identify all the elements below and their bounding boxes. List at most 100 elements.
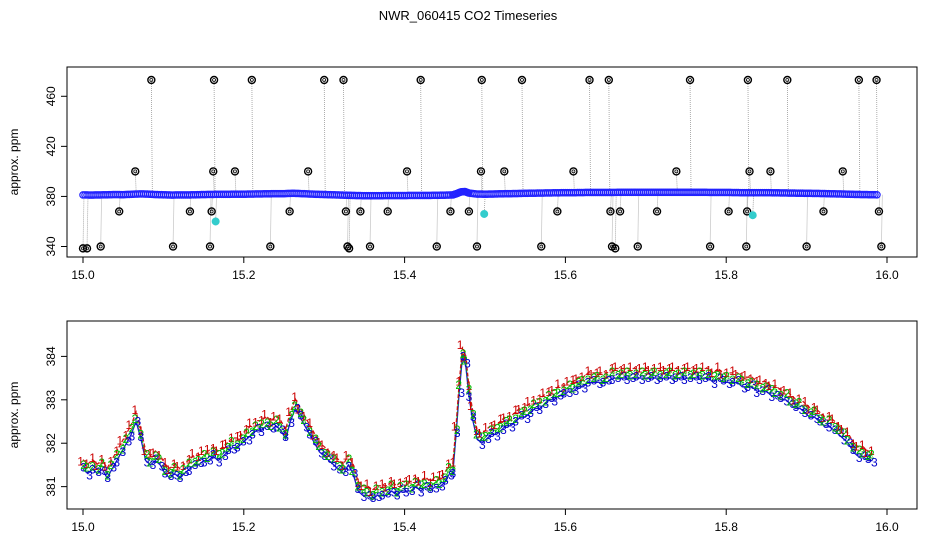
series-marker-1: 1	[340, 459, 347, 473]
series-marker-3: 3	[234, 441, 241, 455]
series-marker-1: 1	[563, 375, 570, 389]
series-marker-2: 2	[527, 403, 534, 417]
series-marker-3: 3	[768, 390, 775, 404]
series-marker-2: 2	[95, 462, 102, 476]
series-marker-2: 2	[321, 447, 328, 461]
series-marker-2: 2	[455, 378, 462, 392]
series-marker-2: 2	[171, 461, 178, 475]
top-y-tick-label: 460	[44, 86, 58, 106]
outlier-point-inner	[208, 244, 212, 249]
series-marker-3: 3	[542, 397, 549, 411]
series-marker-1: 1	[699, 360, 706, 374]
series-marker-2: 2	[113, 448, 120, 462]
series-marker-3: 3	[458, 386, 465, 400]
series-marker-2: 2	[506, 413, 513, 427]
spike-connector	[172, 194, 175, 247]
series-marker-3: 3	[838, 426, 845, 440]
series-marker-2: 2	[249, 425, 256, 439]
series-marker-1: 1	[603, 368, 610, 382]
series-marker-3: 3	[693, 369, 700, 383]
series-marker-1: 1	[621, 362, 628, 376]
spike-connector	[521, 80, 524, 193]
series-marker-2: 2	[536, 395, 543, 409]
outlier-point-inner	[745, 209, 750, 214]
series-marker-2: 2	[89, 460, 96, 474]
series-marker-1: 1	[844, 425, 851, 439]
outlier-point-inner	[877, 209, 881, 214]
series-marker-3: 3	[255, 421, 262, 435]
series-marker-1: 1	[666, 362, 673, 376]
series-marker-2: 2	[340, 462, 347, 476]
outlier-point-inner	[306, 169, 311, 174]
series-marker-3: 3	[128, 429, 135, 443]
outlier-point	[472, 242, 482, 251]
series-marker-2: 2	[600, 373, 607, 387]
outlier-point	[742, 242, 751, 251]
series-marker-1: 1	[762, 376, 769, 390]
outlier-point	[476, 167, 486, 176]
series-marker-1: 1	[627, 360, 634, 374]
outlier-point	[78, 244, 88, 253]
outlier-point	[168, 242, 178, 251]
series-marker-2: 2	[844, 434, 851, 448]
series-marker-3: 3	[672, 371, 679, 385]
series-marker-3: 3	[448, 468, 455, 482]
series-marker-1: 1	[186, 453, 193, 467]
outlier-point-inner	[479, 78, 484, 82]
series-marker-1: 1	[92, 459, 99, 473]
series-marker-3: 3	[144, 455, 151, 469]
flagged-point	[211, 217, 220, 226]
series-marker-2: 2	[385, 484, 392, 498]
outlier-point	[82, 244, 92, 253]
series-marker-2: 2	[436, 477, 443, 491]
series-marker-1: 1	[83, 457, 90, 471]
bottom-x-tick-label: 15.2	[232, 520, 256, 534]
outlier-point	[339, 75, 348, 85]
series-marker-3: 3	[327, 452, 334, 466]
bottom-x-tick-label: 15.0	[71, 520, 95, 534]
series-marker-2: 2	[346, 452, 353, 466]
series-marker-2: 2	[657, 368, 664, 382]
series-marker-2: 2	[144, 448, 151, 462]
series-marker-2: 2	[449, 464, 456, 478]
series-marker-3: 3	[294, 401, 301, 415]
series-marker-3: 3	[306, 428, 313, 442]
series-marker-3: 3	[104, 471, 111, 485]
series-marker-2: 2	[633, 367, 640, 381]
series-marker-1: 1	[421, 468, 428, 482]
series-marker-3: 3	[615, 371, 622, 385]
series-marker-2: 2	[778, 388, 785, 402]
series-marker-1: 1	[741, 368, 748, 382]
bottom-plot-marks: 1231231231231231231231231231231231231231…	[77, 338, 878, 505]
series-marker-1: 1	[681, 362, 688, 376]
outlier-point	[500, 167, 509, 176]
series-marker-1: 1	[171, 457, 178, 471]
top-plot-frame	[66, 66, 918, 258]
outlier-point-inner	[479, 169, 483, 174]
outlier-point	[724, 207, 733, 216]
series-marker-3: 3	[799, 403, 806, 417]
series-marker-3: 3	[657, 371, 664, 385]
series-marker-3: 3	[654, 373, 661, 387]
series-marker-1: 1	[796, 392, 803, 406]
series-marker-1: 1	[276, 412, 283, 426]
outlier-point-inner	[502, 169, 507, 174]
series-marker-1: 1	[331, 448, 338, 462]
series-marker-3: 3	[663, 369, 670, 383]
series-marker-1: 1	[524, 395, 531, 409]
spike-connector	[420, 80, 423, 196]
bottom-plot-frame	[66, 320, 918, 510]
series-marker-2: 2	[723, 369, 730, 383]
outlier-point	[874, 207, 884, 216]
series-marker-3: 3	[270, 421, 277, 435]
series-marker-3: 3	[518, 408, 525, 422]
series-marker-1: 1	[612, 360, 619, 374]
outlier-point-inner	[85, 246, 89, 251]
series-marker-1: 1	[597, 364, 604, 378]
series-marker-1: 1	[113, 444, 120, 458]
series-marker-2: 2	[681, 365, 688, 379]
series-marker-3: 3	[427, 482, 434, 496]
series-marker-2: 2	[418, 478, 425, 492]
series-marker-2: 2	[138, 428, 145, 442]
